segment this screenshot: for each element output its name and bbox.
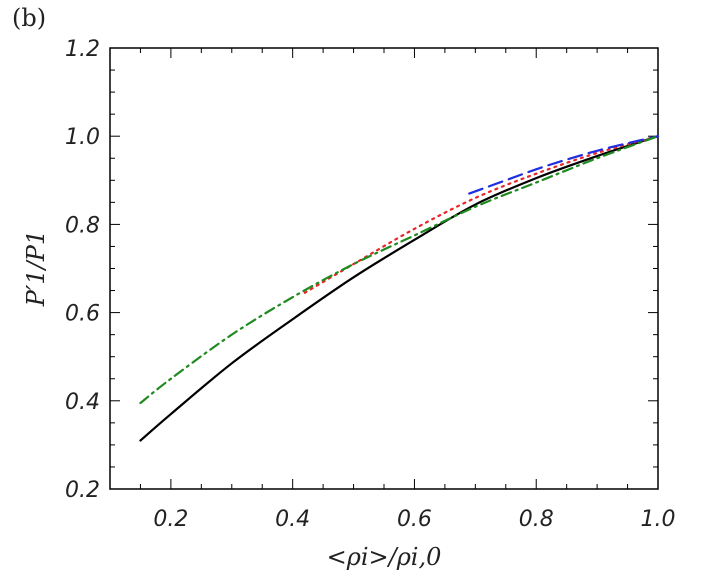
x-axis-label: <ρi>/ρi,0 <box>327 543 442 571</box>
panel-label: (b) <box>12 4 46 32</box>
y-axis-label: P′1/P1 <box>22 230 50 307</box>
x-tick-label: 0.2 <box>153 507 188 532</box>
x-tick-label: 0.4 <box>275 507 310 532</box>
x-tick-label: 0.6 <box>397 507 432 532</box>
data-series <box>139 135 660 442</box>
axis-ticks <box>109 47 659 490</box>
series-solid-line <box>139 135 660 442</box>
plot-area-frame <box>109 47 659 490</box>
x-tick-label: 1.0 <box>641 507 676 532</box>
x-tick-label: 0.8 <box>519 507 554 532</box>
y-tick-label: 0.2 <box>65 478 100 503</box>
series-dotted-line <box>303 135 660 294</box>
y-tick-label: 0.6 <box>65 302 100 327</box>
y-tick-label: 0.8 <box>65 213 100 238</box>
y-tick-labels: 0.2 0.4 0.6 0.8 1.0 1.2 <box>65 37 100 503</box>
y-tick-label: 1.0 <box>65 125 100 150</box>
x-tick-labels: 0.2 0.4 0.6 0.8 1.0 <box>153 507 675 532</box>
series-dash-dot-line <box>139 135 660 405</box>
y-tick-label: 0.4 <box>65 390 100 415</box>
y-tick-label: 1.2 <box>65 37 100 62</box>
